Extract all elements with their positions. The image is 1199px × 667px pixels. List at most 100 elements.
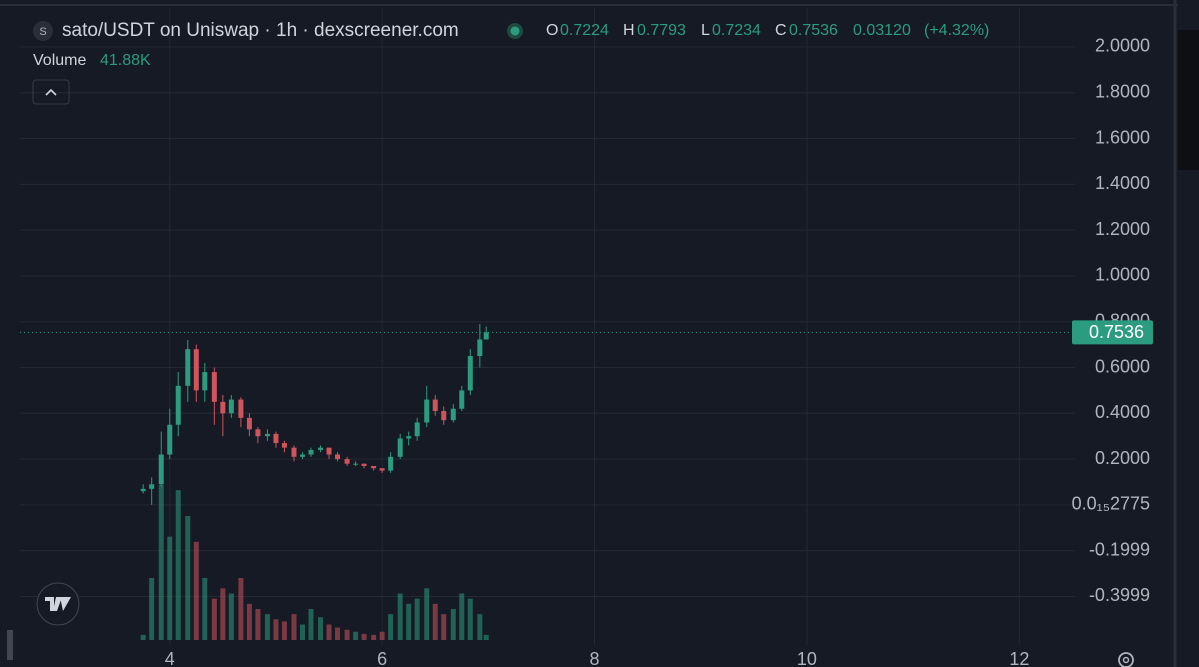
- volume-bar: [459, 593, 465, 640]
- y-tick-label: 0.4000: [1095, 402, 1150, 422]
- volume-bar: [299, 624, 305, 640]
- volume-bar: [441, 614, 447, 640]
- collapse-icon: [45, 88, 57, 96]
- collapse-button[interactable]: [32, 79, 70, 105]
- x-tick-label: 8: [590, 649, 600, 667]
- candle-body: [353, 463, 359, 465]
- candle-body: [149, 484, 155, 489]
- y-tick-label: -0.3999: [1089, 585, 1150, 605]
- candle-body: [299, 454, 305, 457]
- candle-body: [459, 390, 465, 409]
- candle-body: [441, 411, 447, 421]
- volume-bar: [281, 621, 287, 640]
- candle-body: [193, 349, 199, 391]
- candle-body: [220, 401, 226, 414]
- grid: [20, 8, 1075, 645]
- close-value: 0.7536: [789, 22, 838, 39]
- candle-body: [326, 447, 332, 455]
- candle-body: [414, 422, 420, 437]
- volume-bar: [264, 614, 270, 640]
- volume-bar: [326, 624, 332, 640]
- change-value: 0.03120: [853, 22, 911, 39]
- volume-bar: [406, 603, 412, 640]
- candle-body: [379, 468, 385, 471]
- settings-icon-center: [1122, 656, 1130, 664]
- volume-bar: [483, 634, 489, 640]
- volume-bar: [255, 609, 261, 640]
- volume-bar: [228, 593, 234, 640]
- settings-icon[interactable]: [1118, 652, 1134, 667]
- candle-body: [246, 417, 252, 430]
- y-tick-label: 1.4000: [1095, 173, 1150, 193]
- candle-body: [167, 424, 173, 455]
- volume-bar: [450, 609, 456, 640]
- volume-bar: [149, 578, 155, 640]
- low-label: L: [701, 22, 710, 39]
- candle-body: [371, 465, 377, 469]
- tv-logo-mark: [45, 597, 71, 611]
- high-label: H: [623, 22, 635, 39]
- volume-bar: [335, 627, 341, 640]
- candle-body: [211, 372, 217, 402]
- candle-body: [291, 447, 297, 457]
- candle-body: [450, 408, 456, 421]
- volume-bar: [140, 634, 146, 640]
- y-tick-label: 1.8000: [1095, 81, 1150, 101]
- y-tick-label: 2.0000: [1095, 36, 1150, 56]
- marks: [20, 324, 1070, 640]
- close-label: C: [775, 22, 787, 39]
- volume-title: Volume: [33, 52, 86, 69]
- candle-body: [406, 436, 412, 439]
- y-tick-label: 0.2000: [1095, 448, 1150, 468]
- volume-bar: [308, 609, 314, 640]
- low-value: 0.7234: [712, 22, 761, 39]
- side-panel: [1178, 30, 1199, 170]
- open-label: O: [546, 22, 558, 39]
- volume-bar: [467, 598, 473, 640]
- candle-body: [228, 399, 234, 414]
- change-percent: (+4.32%): [924, 22, 989, 39]
- candle-body: [424, 399, 430, 423]
- candle-body: [361, 463, 367, 466]
- candle-body: [273, 433, 279, 444]
- x-tick-label: 6: [377, 649, 387, 667]
- y-tick-label: 1.6000: [1095, 127, 1150, 147]
- x-tick-label: 12: [1009, 649, 1029, 667]
- status-dot: [510, 26, 520, 36]
- candle-body: [318, 447, 324, 450]
- token-icon: [33, 21, 53, 41]
- volume-bar: [371, 634, 377, 640]
- candle-body: [335, 454, 341, 460]
- volume-bar: [273, 619, 279, 640]
- volume-bar: [211, 598, 217, 640]
- candle-body: [483, 332, 489, 340]
- volume-bar: [424, 588, 430, 640]
- volume-bar: [477, 614, 483, 640]
- y-tick-label: 1.2000: [1095, 219, 1150, 239]
- high-value: 0.7793: [637, 22, 686, 39]
- last-price-label: 0.7536: [1089, 322, 1144, 342]
- candle-body: [397, 438, 403, 457]
- volume-bar: [185, 516, 191, 640]
- chart-title: sato/USDT on Uniswap · 1h · dexscreener.…: [62, 20, 459, 41]
- volume-bar: [388, 614, 394, 640]
- candle-body: [388, 456, 394, 471]
- open-value: 0.7224: [560, 22, 609, 39]
- y-tick-label: 0.0₁₅2775: [1072, 494, 1150, 514]
- candle-body: [467, 356, 473, 391]
- y-tick-label: 0.6000: [1095, 356, 1150, 376]
- y-tick-label: -0.1999: [1089, 539, 1150, 559]
- candle-body: [255, 429, 261, 437]
- overlays: 2.00001.80001.60001.40001.20001.00000.80…: [165, 36, 1153, 667]
- volume-bar: [220, 588, 226, 640]
- x-tick-label: 4: [165, 649, 175, 667]
- volume-bar: [193, 541, 199, 640]
- candle-body: [185, 349, 191, 386]
- candle-body: [432, 399, 438, 412]
- volume-bar: [361, 633, 367, 640]
- volume-bar: [175, 490, 181, 640]
- volume-bar: [167, 536, 173, 640]
- y-tick-label: 1.0000: [1095, 265, 1150, 285]
